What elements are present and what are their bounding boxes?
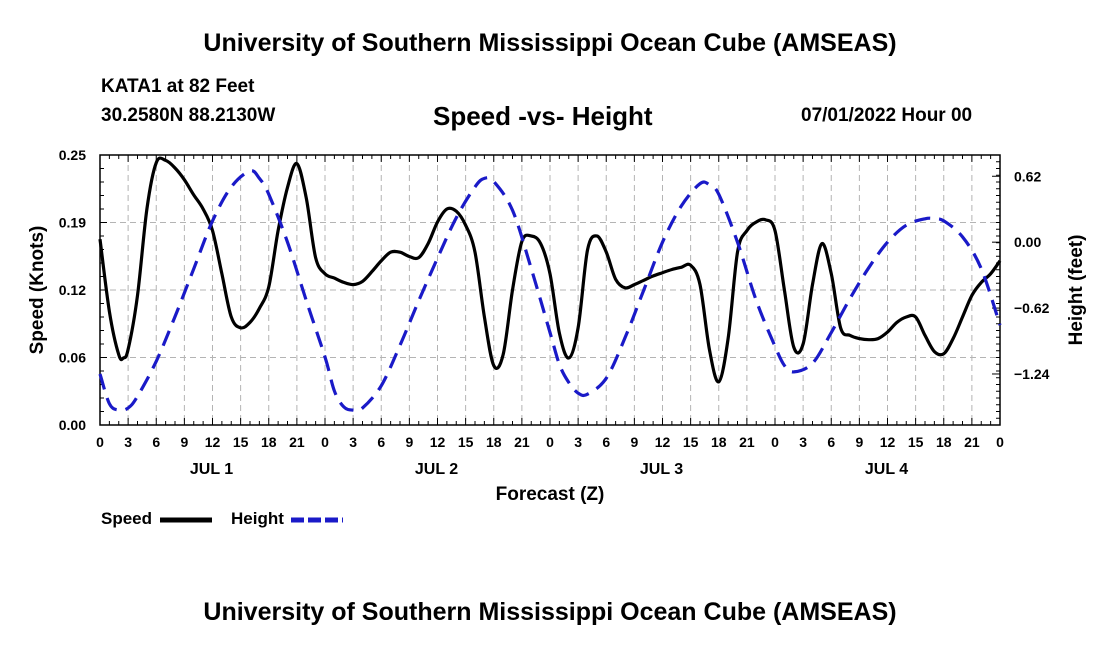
x-tick-label: 12 bbox=[430, 434, 446, 450]
x-tick-label: 15 bbox=[908, 434, 924, 450]
x-tick-label: 3 bbox=[124, 434, 132, 450]
chart-title: Speed -vs- Height bbox=[433, 101, 653, 131]
y-tick-label-right: 0.00 bbox=[1014, 234, 1041, 250]
x-tick-label: 15 bbox=[683, 434, 699, 450]
x-tick-label: 0 bbox=[96, 434, 104, 450]
series-line-speed bbox=[98, 156, 1002, 384]
y-tick-label-right: 0.62 bbox=[1014, 168, 1041, 184]
x-tick-label: 15 bbox=[233, 434, 249, 450]
footer-title: University of Southern Mississippi Ocean… bbox=[203, 598, 897, 626]
page-title: University of Southern Mississippi Ocean… bbox=[203, 29, 897, 57]
x-day-label: JUL 1 bbox=[190, 461, 233, 478]
x-tick-label: 0 bbox=[996, 434, 1004, 450]
x-tick-label: 12 bbox=[880, 434, 896, 450]
x-tick-label: 21 bbox=[739, 434, 755, 450]
x-tick-label: 18 bbox=[936, 434, 952, 450]
y-tick-label-right: −0.62 bbox=[1014, 300, 1050, 316]
y-tick-label-left: 0.12 bbox=[59, 282, 86, 298]
x-tick-label: 9 bbox=[180, 434, 188, 450]
x-tick-label: 21 bbox=[964, 434, 980, 450]
x-tick-label: 6 bbox=[827, 434, 835, 450]
x-tick-label: 9 bbox=[630, 434, 638, 450]
x-tick-label: 21 bbox=[289, 434, 305, 450]
x-tick-label: 6 bbox=[377, 434, 385, 450]
x-tick-label: 0 bbox=[771, 434, 779, 450]
station-label: KATA1 at 82 Feet bbox=[101, 76, 255, 97]
x-tick-label: 9 bbox=[405, 434, 413, 450]
y-axis-label-left: Speed (Knots) bbox=[27, 226, 48, 355]
x-tick-label: 15 bbox=[458, 434, 474, 450]
x-tick-label: 3 bbox=[349, 434, 357, 450]
legend-speed-label: Speed bbox=[101, 509, 153, 528]
y-tick-label-left: 0.06 bbox=[59, 350, 86, 366]
x-day-label: JUL 3 bbox=[640, 461, 683, 478]
x-tick-label: 0 bbox=[321, 434, 329, 450]
series-line-height bbox=[98, 169, 1002, 413]
x-tick-label: 18 bbox=[711, 434, 727, 450]
x-day-label: JUL 4 bbox=[865, 461, 908, 478]
x-tick-label: 6 bbox=[152, 434, 160, 450]
y-tick-label-left: 0.19 bbox=[59, 215, 86, 231]
legend-height-label: Height bbox=[231, 509, 284, 528]
y-tick-label-left: 0.00 bbox=[59, 417, 86, 433]
x-tick-label: 18 bbox=[261, 434, 277, 450]
x-tick-label: 0 bbox=[546, 434, 554, 450]
y-axis-label-right: Height (feet) bbox=[1066, 235, 1087, 346]
x-tick-label: 21 bbox=[514, 434, 530, 450]
x-tick-label: 12 bbox=[655, 434, 671, 450]
x-tick-label: 6 bbox=[602, 434, 610, 450]
x-tick-label: 18 bbox=[486, 434, 502, 450]
x-tick-label: 3 bbox=[574, 434, 582, 450]
station-coordinates: 30.2580N 88.2130W bbox=[101, 105, 276, 126]
x-tick-label: 12 bbox=[205, 434, 221, 450]
x-tick-label: 3 bbox=[799, 434, 807, 450]
y-tick-label-left: 0.25 bbox=[59, 147, 86, 163]
x-day-label: JUL 2 bbox=[415, 461, 458, 478]
x-axis-label: Forecast (Z) bbox=[496, 484, 605, 505]
y-tick-label-right: −1.24 bbox=[1014, 366, 1050, 382]
x-tick-label: 9 bbox=[855, 434, 863, 450]
forecast-date: 07/01/2022 Hour 00 bbox=[801, 105, 973, 126]
